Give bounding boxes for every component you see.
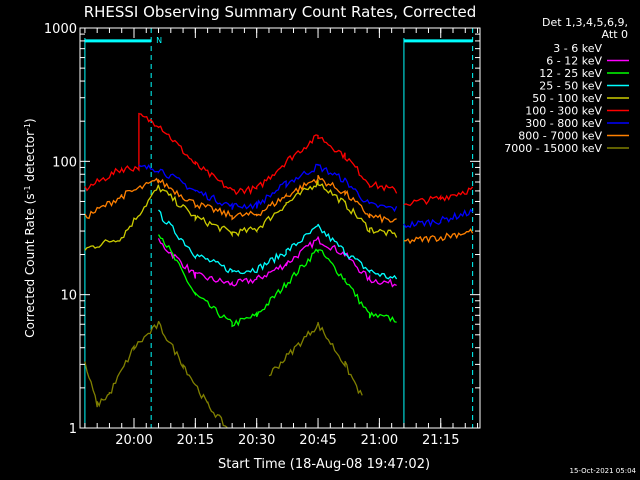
- y-axis-label-main: Corrected Count Rate (s: [23, 193, 37, 337]
- legend-entry-label: 50 - 100 keV: [532, 92, 602, 105]
- legend-entry-label: 800 - 7000 keV: [518, 130, 602, 143]
- night-flag-label: N: [156, 36, 162, 45]
- chart-title: RHESSI Observing Summary Count Rates, Co…: [84, 3, 477, 21]
- plot-area: N: [84, 28, 474, 429]
- legend-entry-label: 7000 - 15000 keV: [504, 142, 602, 155]
- legend-entry-label: 100 - 300 keV: [525, 105, 602, 118]
- legend-entry-label: 6 - 12 keV: [546, 55, 602, 68]
- y-tick-label: 1: [69, 422, 77, 437]
- y-axis: 1 10 100 1000: [44, 22, 480, 437]
- series-line-2: [157, 236, 397, 288]
- series-line-8: [84, 174, 474, 245]
- series-line-7: [138, 163, 474, 229]
- x-tick-label: 20:45: [299, 433, 336, 448]
- plot-frame: [79, 27, 481, 429]
- y-axis-label-sup-1: -1: [23, 185, 32, 193]
- x-tick-label: 20:00: [115, 433, 152, 448]
- y-axis-label-mid: detector: [23, 131, 37, 186]
- y-tick-label: 1000: [44, 22, 77, 37]
- legend-header-line-1: Det 1,3,4,5,6,9,: [542, 16, 628, 29]
- x-tick-label: 20:30: [238, 433, 275, 448]
- y-axis-label-sup-2: -1: [23, 123, 32, 131]
- x-axis-label: Start Time (18-Aug-08 19:47:02): [218, 457, 430, 472]
- legend-entry-label: 12 - 25 keV: [539, 67, 602, 80]
- legend-entry-label: 3 - 6 keV: [553, 42, 602, 55]
- x-tick-label: 20:15: [177, 433, 214, 448]
- series-line-1: [157, 256, 398, 346]
- x-tick-label: 21:15: [422, 433, 459, 448]
- y-axis-label-end: ): [23, 118, 37, 123]
- legend-entry-label: 25 - 50 keV: [539, 80, 602, 93]
- series-line-5: [84, 179, 398, 251]
- series-line-9: [84, 320, 363, 429]
- x-axis: 20:00 20:15 20:30 20:45 21:00 21:15: [84, 28, 479, 448]
- x-tick-label: 21:00: [361, 433, 398, 448]
- legend-entry-label: 300 - 800 keV: [525, 117, 602, 130]
- series-line-4: [158, 209, 398, 280]
- legend-header-line-2: Att 0: [602, 28, 628, 41]
- series-line-3: [157, 234, 397, 328]
- generation-timestamp: 15-Oct-2021 05:04: [570, 467, 637, 475]
- y-axis-label: Corrected Count Rate (s-1 detector-1): [23, 118, 37, 337]
- series-line-6: [84, 112, 474, 207]
- y-tick-label: 10: [60, 289, 77, 304]
- y-tick-label: 100: [52, 155, 77, 170]
